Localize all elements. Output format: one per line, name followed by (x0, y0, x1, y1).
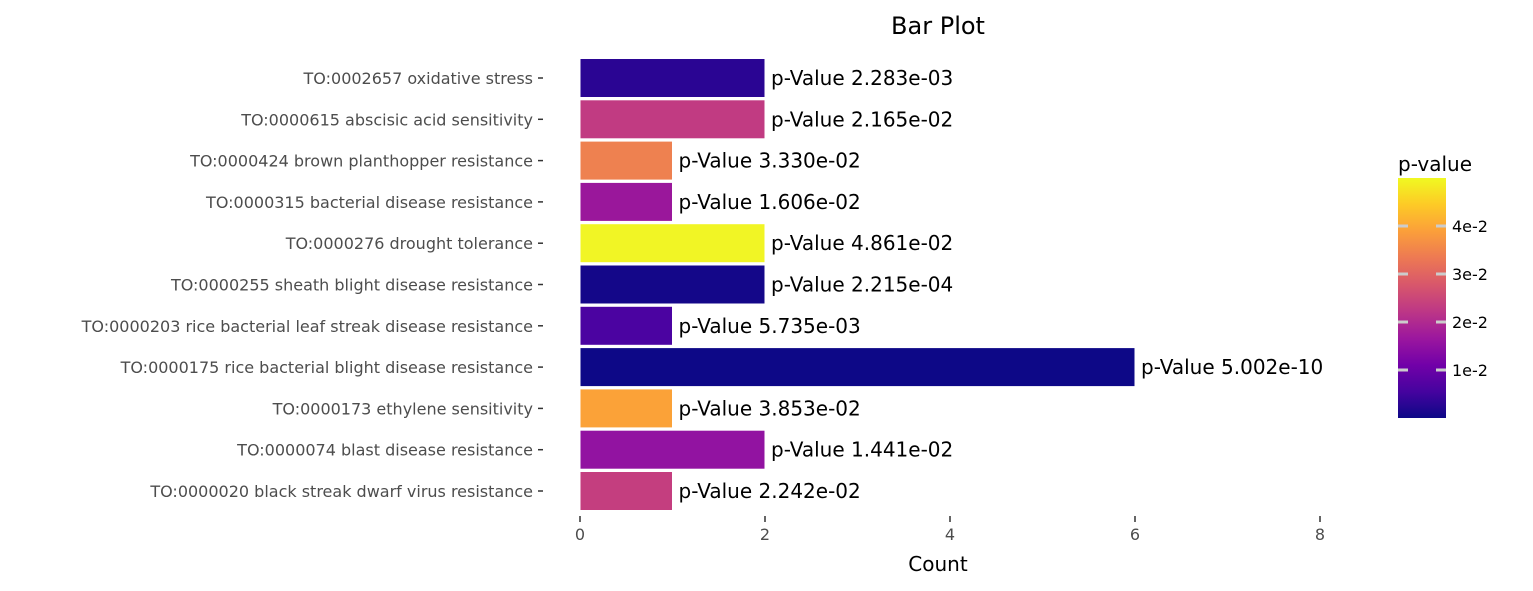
bar (579, 388, 673, 429)
category-label: TO:0000203 rice bacterial leaf streak di… (81, 317, 533, 336)
legend-colorbar (1398, 178, 1446, 418)
bar-value-label: p-Value 4.861e-02 (771, 231, 953, 255)
bar (579, 264, 766, 305)
x-tick-label: 2 (760, 525, 770, 544)
bar (579, 58, 766, 98)
bar (579, 429, 766, 470)
category-label: TO:0000020 black streak dwarf virus resi… (149, 482, 533, 501)
category-label: TO:0000315 bacterial disease resistance (205, 193, 533, 212)
category-label: TO:0002657 oxidative stress (303, 69, 533, 88)
bar (579, 99, 766, 140)
legend-tick-label: 1e-2 (1452, 361, 1488, 380)
category-label: TO:0000255 sheath blight disease resista… (170, 276, 533, 295)
bar (579, 305, 673, 346)
bar-value-label: p-Value 5.002e-10 (1141, 355, 1323, 379)
x-tick-label: 0 (575, 525, 585, 544)
bar (579, 140, 673, 181)
legend-tick-label: 3e-2 (1452, 265, 1488, 284)
x-axis-title: Count (908, 552, 968, 576)
legend-tick-label: 2e-2 (1452, 313, 1488, 332)
bar-value-label: p-Value 1.606e-02 (679, 190, 861, 214)
bar (579, 223, 766, 264)
category-label: TO:0000276 drought tolerance (285, 234, 533, 253)
category-label: TO:0000424 brown planthopper resistance (189, 152, 533, 171)
category-label: TO:0000074 blast disease resistance (236, 441, 533, 460)
color-legend: p-value 1e-2 2e-2 3e-2 4e-2 (1398, 152, 1488, 418)
bar (579, 471, 673, 511)
bar-value-label: p-Value 3.330e-02 (679, 149, 861, 173)
bar-value-label: p-Value 2.242e-02 (679, 479, 861, 503)
bar-value-label: p-Value 2.165e-02 (771, 107, 953, 131)
legend-tick-label: 4e-2 (1452, 217, 1488, 236)
legend-title: p-value (1398, 152, 1472, 176)
chart-title: Bar Plot (891, 12, 985, 40)
category-label: TO:0000175 rice bacterial blight disease… (120, 358, 533, 377)
x-tick-label: 6 (1130, 525, 1140, 544)
x-tick-label: 4 (945, 525, 955, 544)
bar (579, 181, 673, 222)
category-label: TO:0000173 ethylene sensitivity (272, 399, 533, 418)
bar-value-label: p-Value 5.735e-03 (679, 314, 861, 338)
bar-value-label: p-Value 3.853e-02 (679, 396, 861, 420)
bar-value-label: p-Value 2.283e-03 (771, 66, 953, 90)
category-label: TO:0000615 abscisic acid sensitivity (240, 110, 533, 129)
bar (579, 347, 1136, 388)
bar-value-label: p-Value 2.215e-04 (771, 273, 953, 297)
bar-value-label: p-Value 1.441e-02 (771, 438, 953, 462)
x-tick-label: 8 (1315, 525, 1325, 544)
